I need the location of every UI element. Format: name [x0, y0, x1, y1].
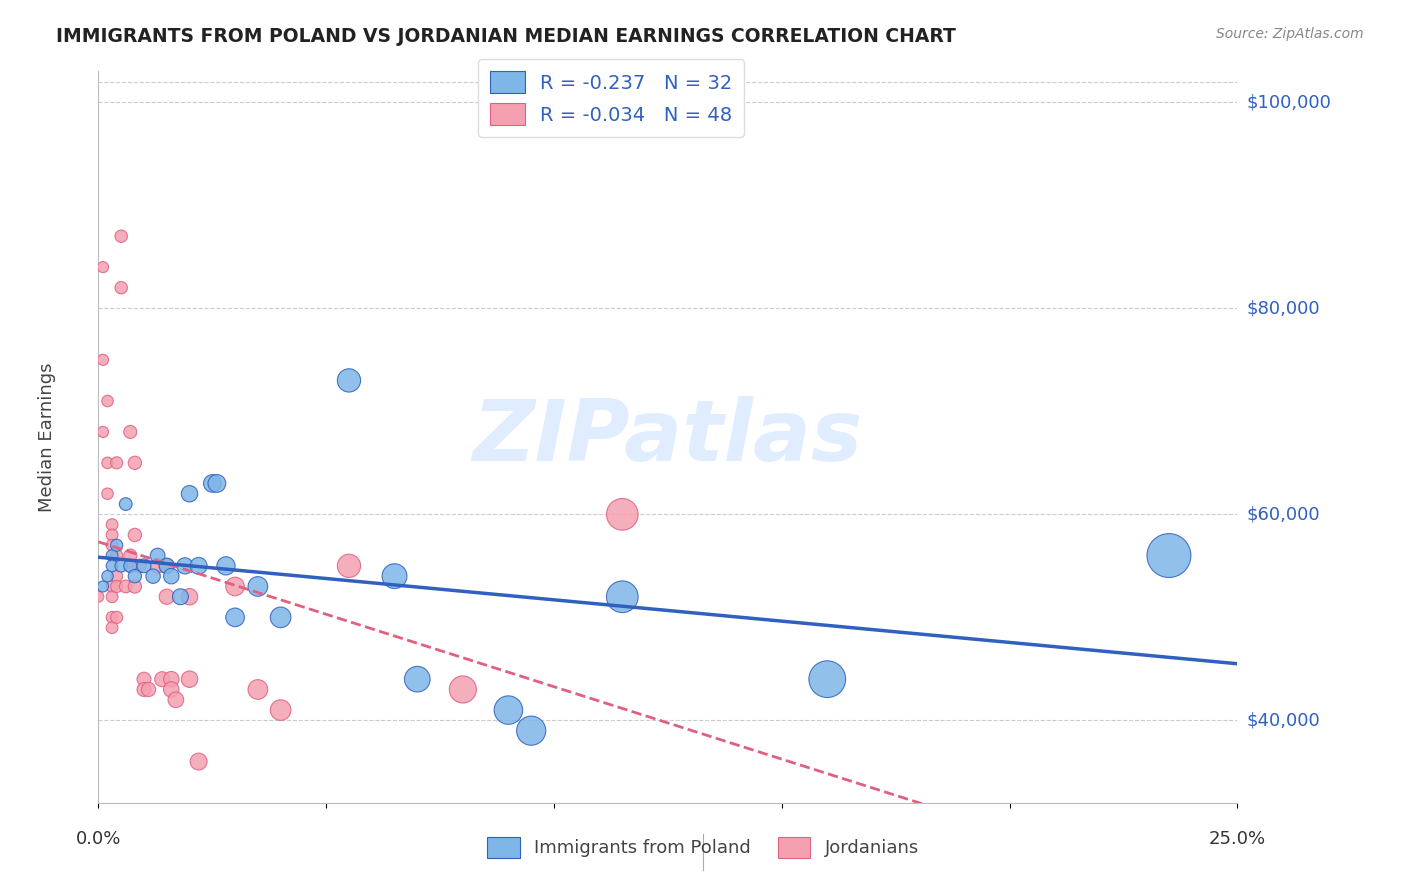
Text: $80,000: $80,000	[1246, 300, 1320, 318]
Point	[150, 672, 173, 686]
Text: ZIPatlas: ZIPatlas	[472, 395, 863, 479]
Point	[384, 569, 406, 583]
Point	[110, 229, 132, 244]
Point	[270, 610, 292, 624]
Point	[101, 517, 124, 532]
Point	[815, 672, 838, 686]
Point	[120, 558, 142, 573]
Point	[179, 590, 201, 604]
Point	[498, 703, 520, 717]
Point	[105, 569, 128, 583]
Point	[215, 558, 238, 573]
Point	[124, 569, 146, 583]
Point	[201, 476, 224, 491]
Point	[174, 558, 197, 573]
Point	[124, 456, 146, 470]
Point	[96, 456, 118, 470]
Point	[146, 558, 169, 573]
Point	[156, 590, 179, 604]
Point	[160, 682, 183, 697]
Point	[87, 590, 110, 604]
Point	[101, 549, 124, 563]
Point	[91, 579, 114, 593]
Point	[114, 579, 136, 593]
Point	[105, 610, 128, 624]
Point	[110, 281, 132, 295]
Point	[101, 538, 124, 552]
Point	[114, 497, 136, 511]
Point	[101, 579, 124, 593]
Text: Source: ZipAtlas.com: Source: ZipAtlas.com	[1216, 27, 1364, 41]
Text: Median Earnings: Median Earnings	[38, 362, 56, 512]
Point	[96, 569, 118, 583]
Point	[120, 425, 142, 439]
Point	[156, 558, 179, 573]
Point	[91, 425, 114, 439]
Point	[120, 558, 142, 573]
Point	[132, 682, 155, 697]
Point	[165, 693, 187, 707]
Text: $100,000: $100,000	[1246, 94, 1331, 112]
Point	[101, 558, 124, 573]
Point	[101, 610, 124, 624]
Point	[187, 755, 209, 769]
Point	[138, 682, 160, 697]
Point	[132, 672, 155, 686]
Legend: Immigrants from Poland, Jordanians: Immigrants from Poland, Jordanians	[479, 830, 927, 865]
Point	[179, 672, 201, 686]
Point	[101, 528, 124, 542]
Point	[101, 590, 124, 604]
Point	[169, 590, 191, 604]
Point	[520, 723, 543, 738]
Point	[132, 558, 155, 573]
Point	[105, 549, 128, 563]
Point	[110, 558, 132, 573]
Point	[337, 558, 360, 573]
Text: $40,000: $40,000	[1246, 712, 1320, 730]
Point	[406, 672, 429, 686]
Point	[105, 456, 128, 470]
Point	[246, 682, 269, 697]
Point	[224, 610, 246, 624]
Point	[205, 476, 228, 491]
Point	[124, 528, 146, 542]
Point	[91, 260, 114, 274]
Point	[224, 579, 246, 593]
Point	[101, 621, 124, 635]
Point	[156, 558, 179, 573]
Point	[96, 487, 118, 501]
Point	[612, 590, 634, 604]
Point	[146, 549, 169, 563]
Text: 0.0%: 0.0%	[76, 830, 121, 847]
Point	[1157, 549, 1180, 563]
Legend: R = -0.237   N = 32, R = -0.034   N = 48: R = -0.237 N = 32, R = -0.034 N = 48	[478, 59, 744, 137]
Point	[96, 394, 118, 409]
Point	[124, 579, 146, 593]
Point	[142, 569, 165, 583]
Point	[612, 508, 634, 522]
Point	[128, 558, 150, 573]
Point	[120, 549, 142, 563]
Text: 25.0%: 25.0%	[1209, 830, 1265, 847]
Point	[179, 487, 201, 501]
Point	[160, 569, 183, 583]
Point	[105, 579, 128, 593]
Point	[246, 579, 269, 593]
Point	[187, 558, 209, 573]
Text: IMMIGRANTS FROM POLAND VS JORDANIAN MEDIAN EARNINGS CORRELATION CHART: IMMIGRANTS FROM POLAND VS JORDANIAN MEDI…	[56, 27, 956, 45]
Point	[337, 373, 360, 387]
Point	[91, 352, 114, 367]
Point	[105, 538, 128, 552]
Text: $60,000: $60,000	[1246, 506, 1320, 524]
Point	[160, 672, 183, 686]
Point	[451, 682, 474, 697]
Point	[270, 703, 292, 717]
